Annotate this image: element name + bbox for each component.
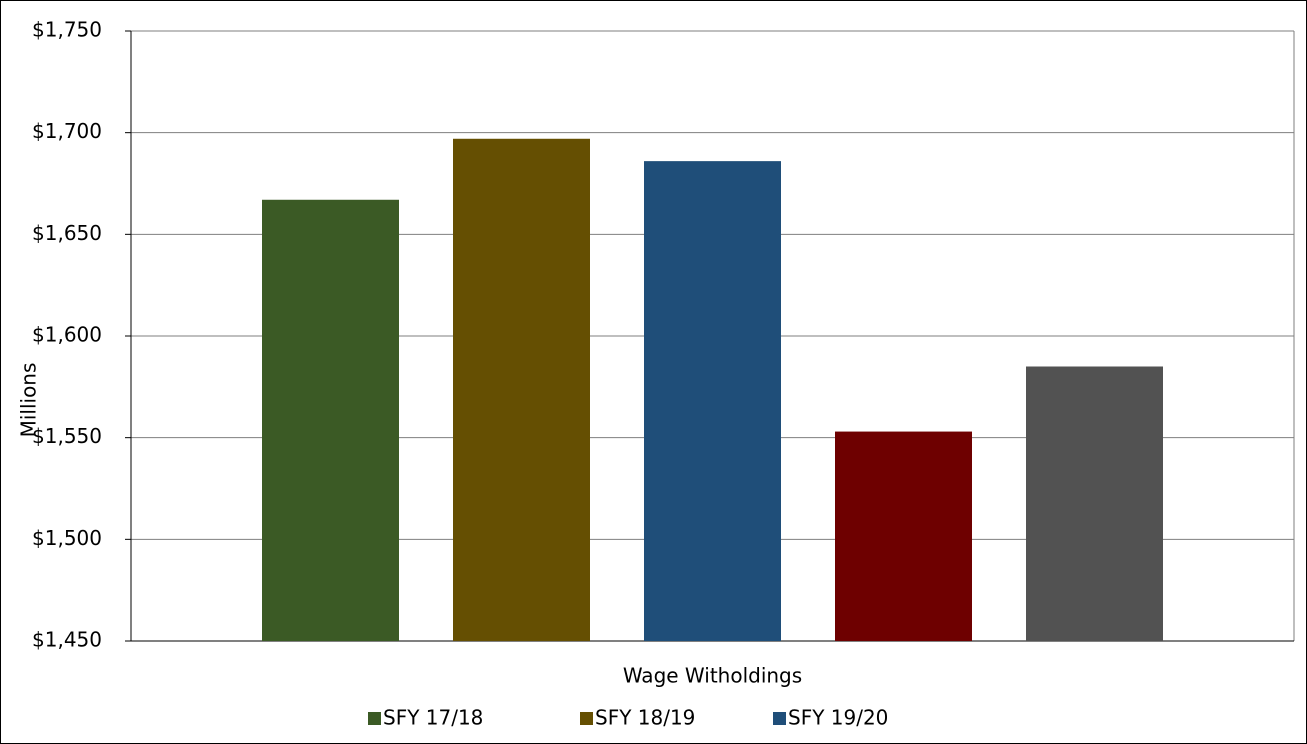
legend-swatch [580, 712, 593, 725]
legend-swatch [368, 712, 381, 725]
bar [1026, 366, 1163, 641]
legend-swatch [773, 712, 786, 725]
y-tick-label: $1,550 [32, 424, 102, 448]
y-tick-label: $1,750 [32, 18, 102, 42]
legend-label: SFY 19/20 [788, 706, 888, 730]
bar [644, 161, 781, 641]
y-tick-label: $1,500 [32, 526, 102, 550]
y-tick-label: $1,700 [32, 119, 102, 143]
bar [262, 199, 399, 641]
y-tick-label: $1,650 [32, 221, 102, 245]
legend-label: SFY 17/18 [383, 706, 483, 730]
y-axis-label: Millions [17, 363, 41, 438]
legend-label: SFY 18/19 [595, 706, 695, 730]
x-tick-label: Wage Witholdings [623, 664, 802, 688]
y-tick-label: $1,600 [32, 323, 102, 347]
y-tick-label: $1,450 [32, 628, 102, 652]
bar [835, 431, 972, 641]
bar [453, 138, 590, 641]
